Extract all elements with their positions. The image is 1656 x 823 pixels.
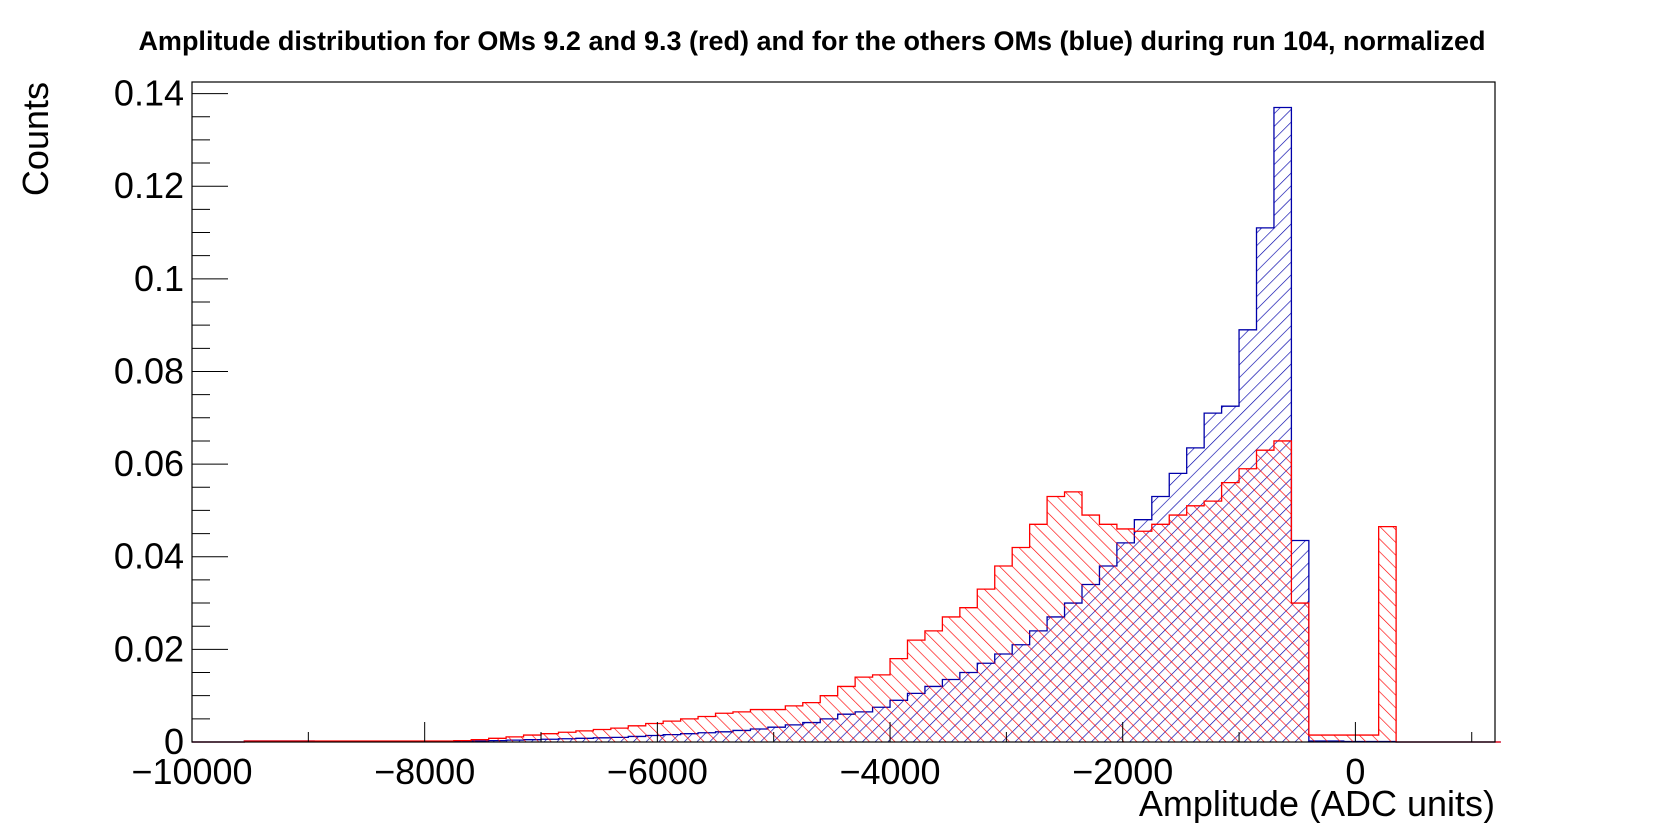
x-tick-label: −10000 bbox=[131, 751, 252, 792]
histogram-bin bbox=[1099, 524, 1117, 742]
histogram-bin bbox=[506, 736, 524, 742]
histogram-bin bbox=[471, 739, 489, 742]
y-axis: 0 0.02 0.04 0.06 0.08 0.1 0.12 0.14 bbox=[114, 73, 228, 762]
histogram-bin bbox=[698, 716, 716, 742]
histogram-bin bbox=[1291, 603, 1309, 742]
histogram-bin bbox=[488, 738, 507, 742]
histogram-bin bbox=[1064, 491, 1082, 742]
histogram-bin bbox=[628, 725, 646, 742]
histogram-bin bbox=[610, 728, 629, 742]
histogram-bin bbox=[1326, 735, 1344, 742]
histogram-bin bbox=[1134, 531, 1152, 742]
histogram-bin bbox=[1116, 528, 1135, 742]
y-tick-label: 0.04 bbox=[114, 536, 184, 577]
histogram-bin bbox=[1308, 735, 1327, 742]
series-outline bbox=[192, 440, 1501, 743]
histogram-bin bbox=[820, 695, 838, 742]
histogram-bin bbox=[1378, 526, 1397, 742]
histogram-bin bbox=[453, 740, 472, 742]
histogram-bin bbox=[523, 735, 542, 742]
x-tick-label: −2000 bbox=[1072, 751, 1173, 792]
histogram-bin bbox=[1047, 496, 1065, 742]
histogram-bin bbox=[1361, 735, 1379, 742]
histogram-bin bbox=[541, 733, 559, 742]
histogram-bin bbox=[767, 709, 786, 742]
x-tick-label: 0 bbox=[1345, 751, 1365, 792]
histogram-bin bbox=[907, 640, 925, 742]
histogram-bin bbox=[855, 677, 873, 742]
x-tick-label: −6000 bbox=[607, 751, 708, 792]
chart-title: Amplitude distribution for OMs 9.2 and 9… bbox=[138, 26, 1485, 56]
y-tick-label: 0.06 bbox=[114, 443, 184, 484]
histogram-bin bbox=[1221, 482, 1240, 742]
histogram-bin bbox=[1273, 440, 1292, 742]
histogram-bin bbox=[994, 566, 1013, 742]
histogram-bin bbox=[1081, 515, 1100, 742]
histogram-bin bbox=[558, 732, 576, 742]
histogram-bin bbox=[977, 589, 995, 742]
histogram-bin bbox=[1012, 547, 1030, 742]
x-axis-label: Amplitude (ADC units) bbox=[1139, 783, 1495, 823]
histogram-bin bbox=[890, 658, 908, 742]
y-tick-label: 0.14 bbox=[114, 73, 184, 114]
histogram-bin bbox=[715, 713, 733, 742]
plot-area bbox=[192, 106, 1501, 743]
plot-frame bbox=[191, 81, 1496, 743]
histogram-bin bbox=[1343, 735, 1362, 742]
histogram-bin bbox=[1151, 524, 1170, 742]
histogram-bin bbox=[1239, 468, 1257, 742]
histogram-bin bbox=[1186, 505, 1205, 742]
y-tick-label: 0.12 bbox=[114, 165, 184, 206]
histogram-bin bbox=[593, 729, 611, 742]
histogram-bin bbox=[732, 711, 751, 742]
histogram-bin bbox=[959, 607, 978, 742]
histogram-bin bbox=[837, 686, 856, 742]
series-red bbox=[192, 440, 1501, 743]
y-tick-label: 0 bbox=[164, 721, 184, 762]
histogram-bin bbox=[1204, 501, 1222, 742]
x-tick-label: −8000 bbox=[374, 751, 475, 792]
y-tick-label: 0.08 bbox=[114, 350, 184, 391]
histogram-bin bbox=[785, 705, 803, 742]
histogram-bin bbox=[942, 616, 960, 742]
histogram-bin bbox=[645, 723, 664, 742]
histogram-bin bbox=[1169, 515, 1187, 742]
histogram-bin bbox=[802, 702, 821, 742]
histogram-bin bbox=[1029, 524, 1048, 742]
histogram-bin bbox=[575, 730, 594, 742]
x-tick-label: −4000 bbox=[839, 751, 940, 792]
histogram-bin bbox=[663, 721, 681, 742]
y-axis-label: Counts bbox=[15, 82, 56, 196]
histogram-bin bbox=[680, 718, 699, 742]
histogram-bin bbox=[924, 630, 943, 742]
histogram-bin bbox=[1256, 450, 1274, 742]
x-axis: −10000 −8000 −6000 −4000 −2000 0 bbox=[131, 722, 1473, 792]
histogram-bin bbox=[750, 709, 768, 742]
y-tick-label: 0.02 bbox=[114, 628, 184, 669]
histogram-bin bbox=[872, 674, 891, 742]
y-tick-label: 0.1 bbox=[134, 258, 184, 299]
